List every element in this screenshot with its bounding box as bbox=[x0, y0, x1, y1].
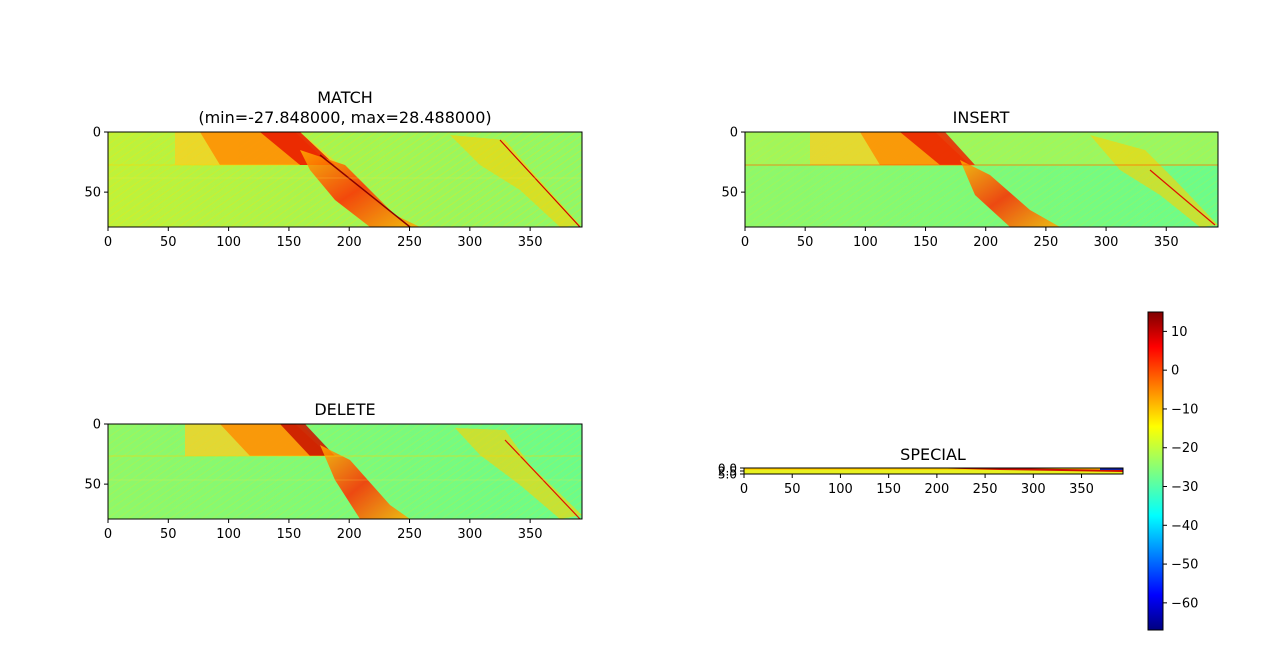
x-tick-label: 0 bbox=[740, 482, 748, 497]
special-panel: SPECIAL 0 50 100 150 200 250 300 350 0.02.55.0 bbox=[718, 445, 1124, 497]
match-y-axis: 0 50 bbox=[84, 126, 108, 201]
x-tick-label: 100 bbox=[828, 482, 853, 497]
match-heatmap bbox=[108, 132, 582, 227]
x-tick-label: 300 bbox=[1094, 235, 1119, 250]
x-tick-label: 200 bbox=[337, 235, 362, 250]
x-tick-label: 250 bbox=[973, 482, 998, 497]
x-tick-label: 350 bbox=[1154, 235, 1179, 250]
x-tick-label: 50 bbox=[160, 235, 177, 250]
colorbar-tick-label: −10 bbox=[1171, 402, 1198, 417]
delete-panel: DELETE 0 50 100 150 200 250 300 350 0 50 bbox=[84, 400, 583, 542]
colorbar-tick-label: −20 bbox=[1171, 441, 1198, 456]
x-tick-label: 300 bbox=[457, 527, 482, 542]
x-tick-label: 50 bbox=[797, 235, 814, 250]
y-tick-label: 50 bbox=[721, 186, 738, 201]
match-title: MATCH bbox=[317, 88, 373, 107]
special-title: SPECIAL bbox=[900, 445, 966, 464]
colorbar: 10 0 −10 −20 −30 −40 −50 −60 bbox=[1147, 311, 1198, 631]
x-tick-label: 250 bbox=[1033, 235, 1058, 250]
y-tick-label: 0.0 bbox=[718, 462, 737, 476]
insert-y-axis: 0 50 bbox=[721, 126, 745, 201]
x-tick-label: 0 bbox=[104, 527, 112, 542]
y-tick-label: 50 bbox=[84, 186, 101, 201]
match-frame bbox=[107, 131, 583, 228]
y-tick-label: 0 bbox=[93, 126, 101, 141]
x-tick-label: 100 bbox=[216, 527, 241, 542]
colorbar-tick-label: −30 bbox=[1171, 480, 1198, 495]
match-panel: MATCH (min=-27.848000, max=28.488000) 0 5… bbox=[84, 88, 583, 250]
insert-heatmap bbox=[745, 132, 1218, 227]
x-tick-label: 350 bbox=[1069, 482, 1094, 497]
x-tick-label: 50 bbox=[784, 482, 801, 497]
x-tick-label: 0 bbox=[741, 235, 749, 250]
colorbar-tick-label: −40 bbox=[1171, 519, 1198, 534]
x-tick-label: 200 bbox=[973, 235, 998, 250]
delete-heatmap bbox=[108, 424, 582, 519]
delete-title: DELETE bbox=[314, 400, 375, 419]
x-tick-label: 350 bbox=[518, 235, 543, 250]
special-x-axis: 0 50 100 150 200 250 300 350 bbox=[740, 474, 1094, 497]
x-tick-label: 250 bbox=[397, 527, 422, 542]
colorbar-ticks: 10 0 −10 −20 −30 −40 −50 −60 bbox=[1163, 325, 1198, 611]
x-tick-label: 200 bbox=[924, 482, 949, 497]
insert-x-axis: 0 50 100 150 200 250 300 350 bbox=[741, 227, 1179, 250]
x-tick-label: 150 bbox=[277, 235, 302, 250]
x-tick-label: 150 bbox=[876, 482, 901, 497]
x-tick-label: 350 bbox=[518, 527, 543, 542]
colorbar-tick-label: 10 bbox=[1171, 325, 1188, 340]
colorbar-gradient bbox=[1147, 311, 1164, 631]
y-tick-label: 0 bbox=[93, 418, 101, 433]
colorbar-tick-label: −60 bbox=[1171, 596, 1198, 611]
delete-y-axis: 0 50 bbox=[84, 418, 108, 493]
delete-x-axis: 0 50 100 150 200 250 300 350 bbox=[104, 519, 543, 542]
x-tick-label: 300 bbox=[1021, 482, 1046, 497]
insert-title: INSERT bbox=[953, 108, 1010, 127]
x-tick-label: 150 bbox=[913, 235, 938, 250]
match-subtitle: (min=-27.848000, max=28.488000) bbox=[198, 108, 491, 127]
x-tick-label: 250 bbox=[397, 235, 422, 250]
x-tick-label: 150 bbox=[277, 527, 302, 542]
x-tick-label: 200 bbox=[337, 527, 362, 542]
colorbar-tick-label: −50 bbox=[1171, 558, 1198, 573]
colorbar-tick-label: 0 bbox=[1171, 364, 1179, 379]
insert-panel: INSERT 0 50 100 150 200 250 300 350 0 50 bbox=[721, 108, 1219, 250]
delete-frame bbox=[107, 423, 583, 520]
x-tick-label: 300 bbox=[457, 235, 482, 250]
x-tick-label: 50 bbox=[160, 527, 177, 542]
special-heatmap bbox=[744, 468, 1123, 474]
y-tick-label: 5.0 bbox=[718, 468, 737, 482]
special-y-axis: 0.02.55.0 bbox=[718, 462, 744, 482]
x-tick-label: 100 bbox=[216, 235, 241, 250]
insert-frame bbox=[744, 131, 1219, 228]
y-tick-label: 2.5 bbox=[718, 465, 737, 479]
match-x-axis: 0 50 100 150 200 250 300 350 bbox=[104, 227, 543, 250]
y-tick-label: 0 bbox=[730, 126, 738, 141]
x-tick-label: 100 bbox=[853, 235, 878, 250]
y-tick-label: 50 bbox=[84, 478, 101, 493]
x-tick-label: 0 bbox=[104, 235, 112, 250]
